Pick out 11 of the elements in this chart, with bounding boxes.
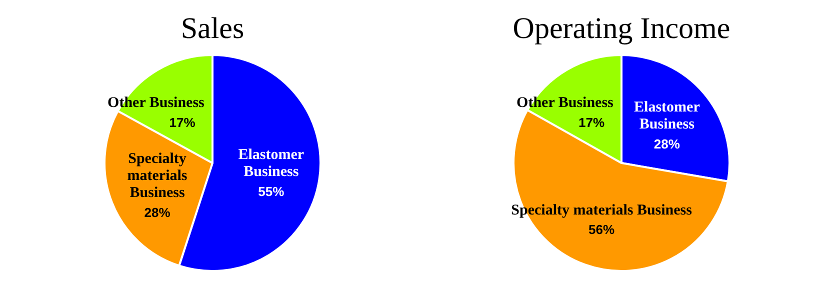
slice-label: Specialty materials Business [127,151,188,202]
chart-title: Sales [180,12,244,45]
chart-title: Operating Income [512,12,730,45]
data-label: 17% [169,114,196,130]
data-label: 28% [144,204,171,220]
slice-label: Elastomer Business [238,147,304,180]
slice-label: Elastomer Business [634,100,700,133]
data-label: 55% [258,184,285,199]
data-label: 56% [588,222,616,238]
data-label: 17% [578,114,605,130]
data-label: 28% [654,136,680,152]
